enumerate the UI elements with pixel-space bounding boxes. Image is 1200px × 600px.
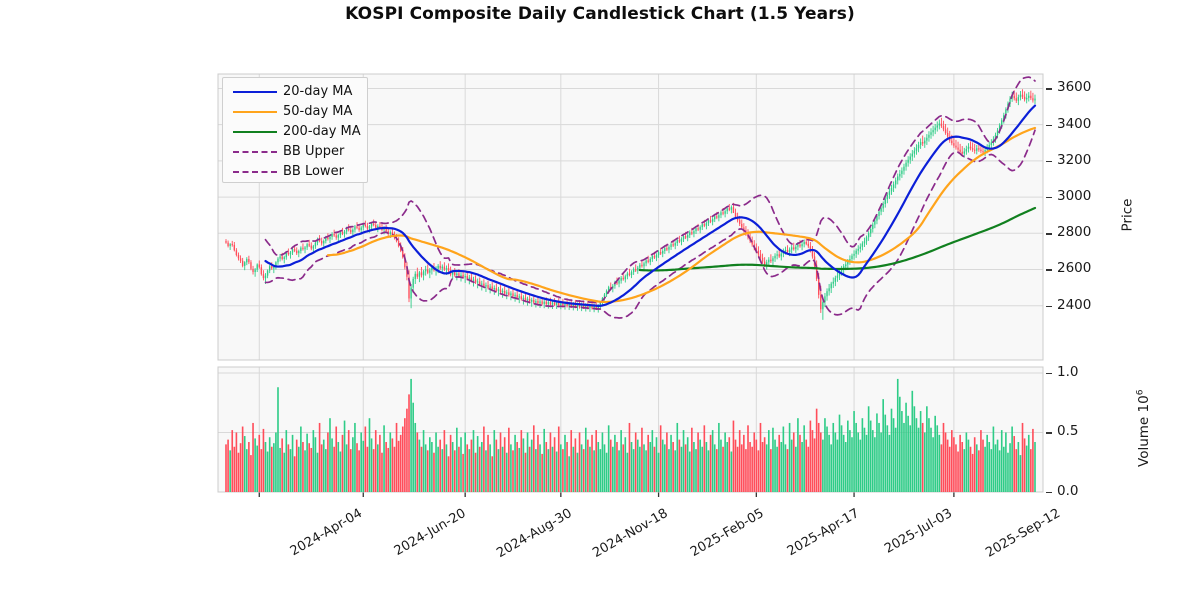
- volume-axis-label: Volume 106: [1135, 389, 1152, 466]
- price-tick-mark: [1046, 269, 1052, 271]
- price-tick-mark: [1046, 197, 1052, 199]
- legend-item: 20-day MA: [231, 82, 361, 102]
- price-tick-label: 2800: [1057, 224, 1092, 241]
- volume-tick-mark: [1046, 492, 1052, 494]
- volume-tick-mark: [1046, 432, 1052, 434]
- price-tick-mark: [1046, 160, 1052, 163]
- chart-title: KOSPI Composite Daily Candlestick Chart …: [345, 4, 855, 24]
- legend-line-swatch: [233, 171, 277, 173]
- price-tick-label: 3200: [1057, 151, 1092, 168]
- price-tick-label: 3000: [1057, 188, 1092, 205]
- volume-tick-label: 1.0: [1057, 363, 1079, 380]
- legend-item: 200-day MA: [231, 122, 361, 142]
- volume-axis-label-text: Volume: [1135, 416, 1152, 467]
- legend-label: BB Upper: [283, 144, 345, 159]
- legend-label: 20-day MA: [283, 84, 353, 99]
- volume-tick-mark: [1046, 372, 1052, 375]
- legend-label: 200-day MA: [283, 124, 361, 139]
- price-tick-mark: [1046, 88, 1052, 90]
- legend-label: 50-day MA: [283, 104, 353, 119]
- price-tick-mark: [1046, 124, 1052, 127]
- price-tick-label: 2600: [1057, 260, 1092, 277]
- price-tick-mark: [1046, 233, 1052, 235]
- price-tick-mark: [1046, 305, 1052, 308]
- legend-line-swatch: [233, 151, 277, 153]
- legend-line-swatch: [233, 131, 277, 133]
- legend-item: BB Lower: [231, 162, 361, 182]
- price-tick-label: 3400: [1057, 115, 1092, 132]
- volume-axis-exponent-base: 10: [1135, 394, 1152, 417]
- legend-label: BB Lower: [283, 164, 344, 179]
- volume-tick-label: 0.5: [1057, 423, 1079, 440]
- volume-tick-label: 0.0: [1057, 483, 1079, 499]
- volume-axis-exponent-sup: 6: [1135, 389, 1146, 395]
- legend-item: BB Upper: [231, 142, 361, 162]
- price-tick-label: 3600: [1057, 79, 1092, 96]
- chart-legend: 20-day MA 50-day MA 200-day MA BB Upper BB L…: [222, 77, 368, 183]
- legend-item: 50-day MA: [231, 102, 361, 122]
- price-tick-label: 2400: [1057, 296, 1092, 313]
- price-axis-label: Price: [1119, 198, 1136, 232]
- legend-line-swatch: [233, 111, 277, 113]
- legend-line-swatch: [233, 91, 277, 93]
